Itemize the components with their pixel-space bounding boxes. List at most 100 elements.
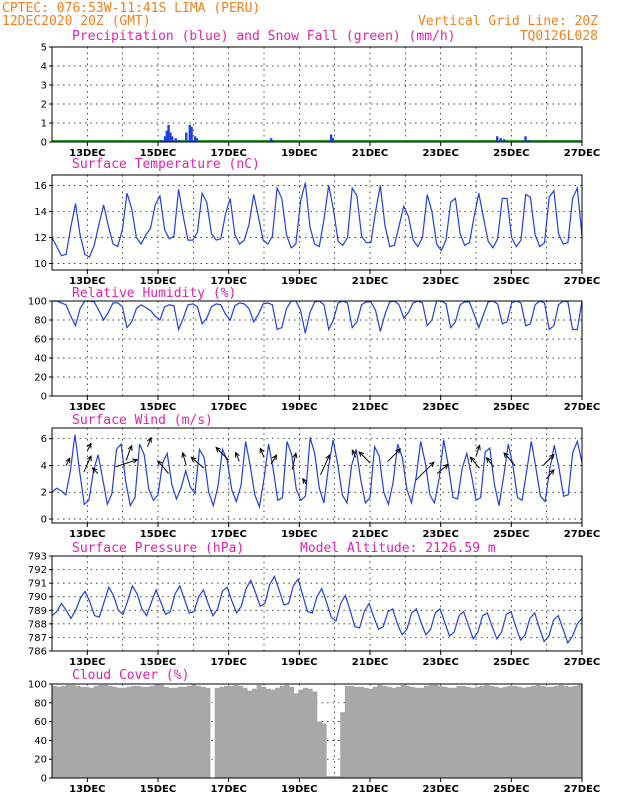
wind-xtick-label: 19DEC — [281, 529, 317, 540]
cloud-cover-bar — [344, 685, 350, 778]
wind-arrow-head — [549, 468, 555, 475]
pressure-ytick-label: 788 — [28, 619, 47, 630]
precip-bar — [496, 136, 499, 142]
wind-arrow-head — [485, 456, 492, 463]
pressure-series-line — [51, 574, 583, 645]
cloud-ytick-label: 100 — [28, 680, 47, 691]
cloud-cover-bar — [568, 686, 573, 778]
cloud-cover-bar — [400, 684, 406, 778]
cloud-cover-bar — [237, 685, 243, 778]
temperature-title: Surface Temperature (nC) — [72, 157, 260, 172]
pressure-ytick-label: 792 — [28, 565, 47, 576]
cloud-cover-bar — [289, 686, 295, 778]
precip-bar — [174, 138, 177, 142]
cloud-cover-bar — [312, 691, 318, 778]
cloud-cover-bar — [549, 686, 555, 778]
cloud-cover-bar — [526, 686, 532, 778]
precip-xtick-label: 25DEC — [493, 148, 529, 159]
wind-direction-arrow — [92, 467, 99, 474]
wind-title: Surface Wind (m/s) — [72, 413, 213, 428]
precip-bar — [170, 136, 174, 142]
cloud-cover-bar — [330, 776, 336, 778]
wind-xtick-label: 27DEC — [564, 529, 600, 540]
cloud-cover-bar — [307, 688, 313, 778]
temperature-xtick-label: 21DEC — [352, 276, 388, 287]
wind-xtick-label: 25DEC — [493, 529, 529, 540]
humidity-xtick-label: 23DEC — [422, 402, 458, 413]
cloud-cover-bar — [126, 686, 132, 778]
cloud-cover-bar — [279, 685, 285, 778]
wind-direction-arrow — [475, 445, 481, 457]
cloud-cover-bar — [107, 685, 113, 778]
cloud-cover-bar — [261, 686, 267, 778]
wind-arrow-head — [91, 467, 98, 473]
cloud-cover-bar — [419, 687, 425, 778]
wind-arrow-head — [181, 451, 187, 458]
cloud-cover-bar — [200, 686, 206, 778]
cloud-cover-bar — [479, 685, 485, 778]
precip-bar — [188, 124, 191, 142]
cloud-xtick-label: 23DEC — [422, 784, 458, 795]
cloud-cover-bar — [172, 687, 178, 778]
cloud-cover-bar — [484, 684, 490, 778]
cloud-cover-bar — [335, 776, 341, 778]
pressure-ytick-label: 789 — [28, 606, 47, 617]
wind-xtick-label: 13DEC — [69, 529, 105, 540]
cloud-cover-bar — [224, 685, 229, 778]
wind-direction-arrow — [415, 461, 435, 481]
precip-bar — [185, 132, 188, 142]
wind-direction-arrow — [215, 447, 230, 461]
cloud-cover-bar — [270, 689, 276, 778]
wind-arrow-head — [86, 442, 92, 449]
wind-arrow-head — [127, 444, 133, 451]
pressure-ytick-label: 787 — [28, 633, 47, 644]
cloud-cover-bar — [368, 688, 374, 778]
wind-direction-arrow — [470, 457, 480, 469]
pressure-ytick-label: 790 — [28, 592, 47, 603]
wind-direction-arrow — [125, 445, 133, 461]
cloud-cover-bar — [396, 686, 401, 778]
cloud-cover-bar — [326, 776, 332, 778]
humidity-xtick-label: 13DEC — [69, 402, 105, 413]
wind-direction-arrow — [115, 459, 138, 468]
cloud-cover-bar — [512, 685, 518, 778]
cloud-cover-bar — [456, 685, 462, 778]
wind-arrow-head — [358, 451, 365, 457]
precip-xtick-label: 27DEC — [564, 148, 600, 159]
pressure-xtick-label: 21DEC — [352, 657, 388, 668]
precip-bar — [167, 124, 170, 142]
wind-direction-arrow — [157, 460, 169, 474]
header-model-code: TQ0126L028 — [520, 29, 598, 44]
cloud-cover-bar — [442, 686, 448, 778]
wind-arrow-head — [302, 477, 308, 484]
pressure-xtick-label: 27DEC — [564, 657, 600, 668]
humidity-ytick-label: 40 — [34, 354, 47, 365]
wind-arrow-head — [549, 453, 555, 460]
wind-arrow-head — [215, 446, 221, 453]
pressure-xtick-label: 23DEC — [422, 657, 458, 668]
cloud-cover-bar — [131, 685, 136, 778]
cloud-cover-bar — [409, 686, 415, 778]
cloud-cover-bar — [386, 686, 392, 778]
precip-bar — [503, 139, 506, 142]
humidity-ytick-label: 20 — [34, 373, 47, 384]
cloud-cover-bar — [158, 684, 164, 778]
wind-arrow-head — [292, 452, 298, 459]
precip-ytick-label: 3 — [41, 81, 47, 92]
precip-bar — [169, 132, 172, 142]
precip-bar — [160, 140, 163, 142]
precip-panel: Precipitation (blue) and Snow Fall (gree… — [41, 29, 601, 159]
precip-bar — [331, 138, 335, 142]
temperature-xtick-label: 23DEC — [422, 276, 458, 287]
cloud-cover-bar — [233, 684, 239, 778]
cloud-cover-bar — [144, 686, 150, 778]
cloud-cover-bar — [275, 687, 281, 778]
cloud-cover-bar — [475, 686, 481, 778]
wind-arrow-head — [86, 454, 92, 462]
cloud-cover-bar — [117, 687, 123, 778]
cloud-cover-bar — [535, 684, 541, 778]
cloud-cover-bar — [154, 684, 160, 778]
cloud-xtick-label: 19DEC — [281, 784, 317, 795]
cloud-cover-bar — [196, 685, 202, 778]
